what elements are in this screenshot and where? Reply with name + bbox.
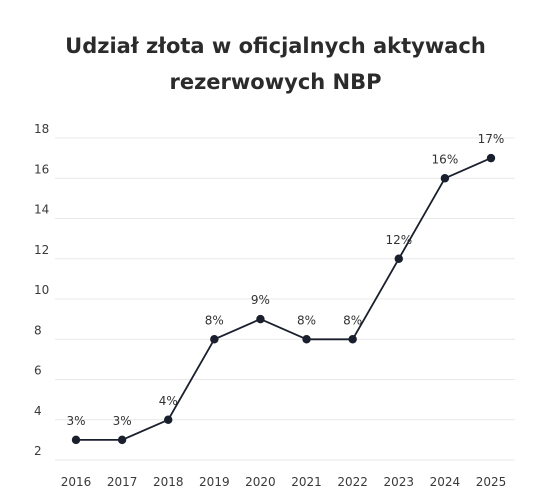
- y-tick-label-10: 10: [34, 283, 49, 297]
- x-tick-label-2025: 2025: [476, 475, 507, 489]
- y-tick-label-18: 18: [34, 122, 49, 136]
- y-axis-ticks: 2 4 6 8 10 12 14 16 18: [34, 122, 49, 458]
- y-tick-label-14: 14: [34, 203, 49, 217]
- x-axis-ticks: 2016 2017 2018 2019 2020 2021 2022 2023 2024 2025: [61, 475, 507, 489]
- data-label-2023: 12%: [385, 233, 412, 247]
- chart-title-line-1: Udział złota w oficjalnych aktywach: [65, 34, 486, 58]
- data-point-2016: [71, 435, 81, 445]
- data-label-2016: 3%: [66, 414, 85, 428]
- data-label-2025: 17%: [478, 132, 505, 146]
- data-points: [71, 153, 496, 445]
- data-point-2018: [164, 415, 173, 424]
- data-point-2024: [440, 174, 450, 183]
- gridlines: [55, 137, 515, 461]
- data-label-2018: 4%: [159, 394, 178, 408]
- x-tick-label-2021: 2021: [291, 475, 322, 489]
- y-tick-label-4: 4: [34, 404, 42, 418]
- x-tick-label-2016: 2016: [61, 475, 92, 489]
- chart-title: Udział złota w oficjalnych aktywach reze…: [0, 28, 551, 100]
- data-label-2020: 9%: [251, 293, 270, 307]
- x-tick-label-2022: 2022: [337, 475, 368, 489]
- data-label-2022: 8%: [343, 313, 362, 327]
- series-line-layer: [76, 157, 492, 441]
- y-tick-label-2: 2: [34, 444, 42, 458]
- data-label-2019: 8%: [205, 313, 224, 327]
- data-point-2023: [394, 254, 403, 263]
- x-tick-label-2018: 2018: [153, 475, 184, 489]
- x-tick-label-2020: 2020: [245, 475, 276, 489]
- x-tick-label-2019: 2019: [199, 475, 230, 489]
- data-point-2021: [302, 335, 311, 344]
- data-point-2019: [210, 335, 219, 344]
- y-tick-label-12: 12: [34, 243, 49, 257]
- chart-title-line-2: rezerwowych NBP: [169, 70, 382, 94]
- data-point-2017: [117, 435, 127, 445]
- x-tick-label-2017: 2017: [107, 475, 138, 489]
- x-tick-label-2024: 2024: [430, 475, 461, 489]
- data-point-2020: [256, 314, 265, 324]
- x-tick-label-2023: 2023: [384, 475, 415, 489]
- data-labels: 3% 3% 4% 8% 9% 8% 8% 12% 16% 17%: [66, 132, 504, 428]
- data-label-2021: 8%: [297, 313, 316, 327]
- data-point-2022: [348, 335, 357, 344]
- y-tick-label-6: 6: [34, 364, 42, 378]
- data-label-2017: 3%: [113, 414, 132, 428]
- series-line: [76, 157, 492, 441]
- y-tick-label-8: 8: [34, 323, 42, 337]
- data-label-2024: 16%: [432, 152, 459, 166]
- y-tick-label-16: 16: [34, 162, 49, 176]
- data-point-2025: [486, 153, 496, 163]
